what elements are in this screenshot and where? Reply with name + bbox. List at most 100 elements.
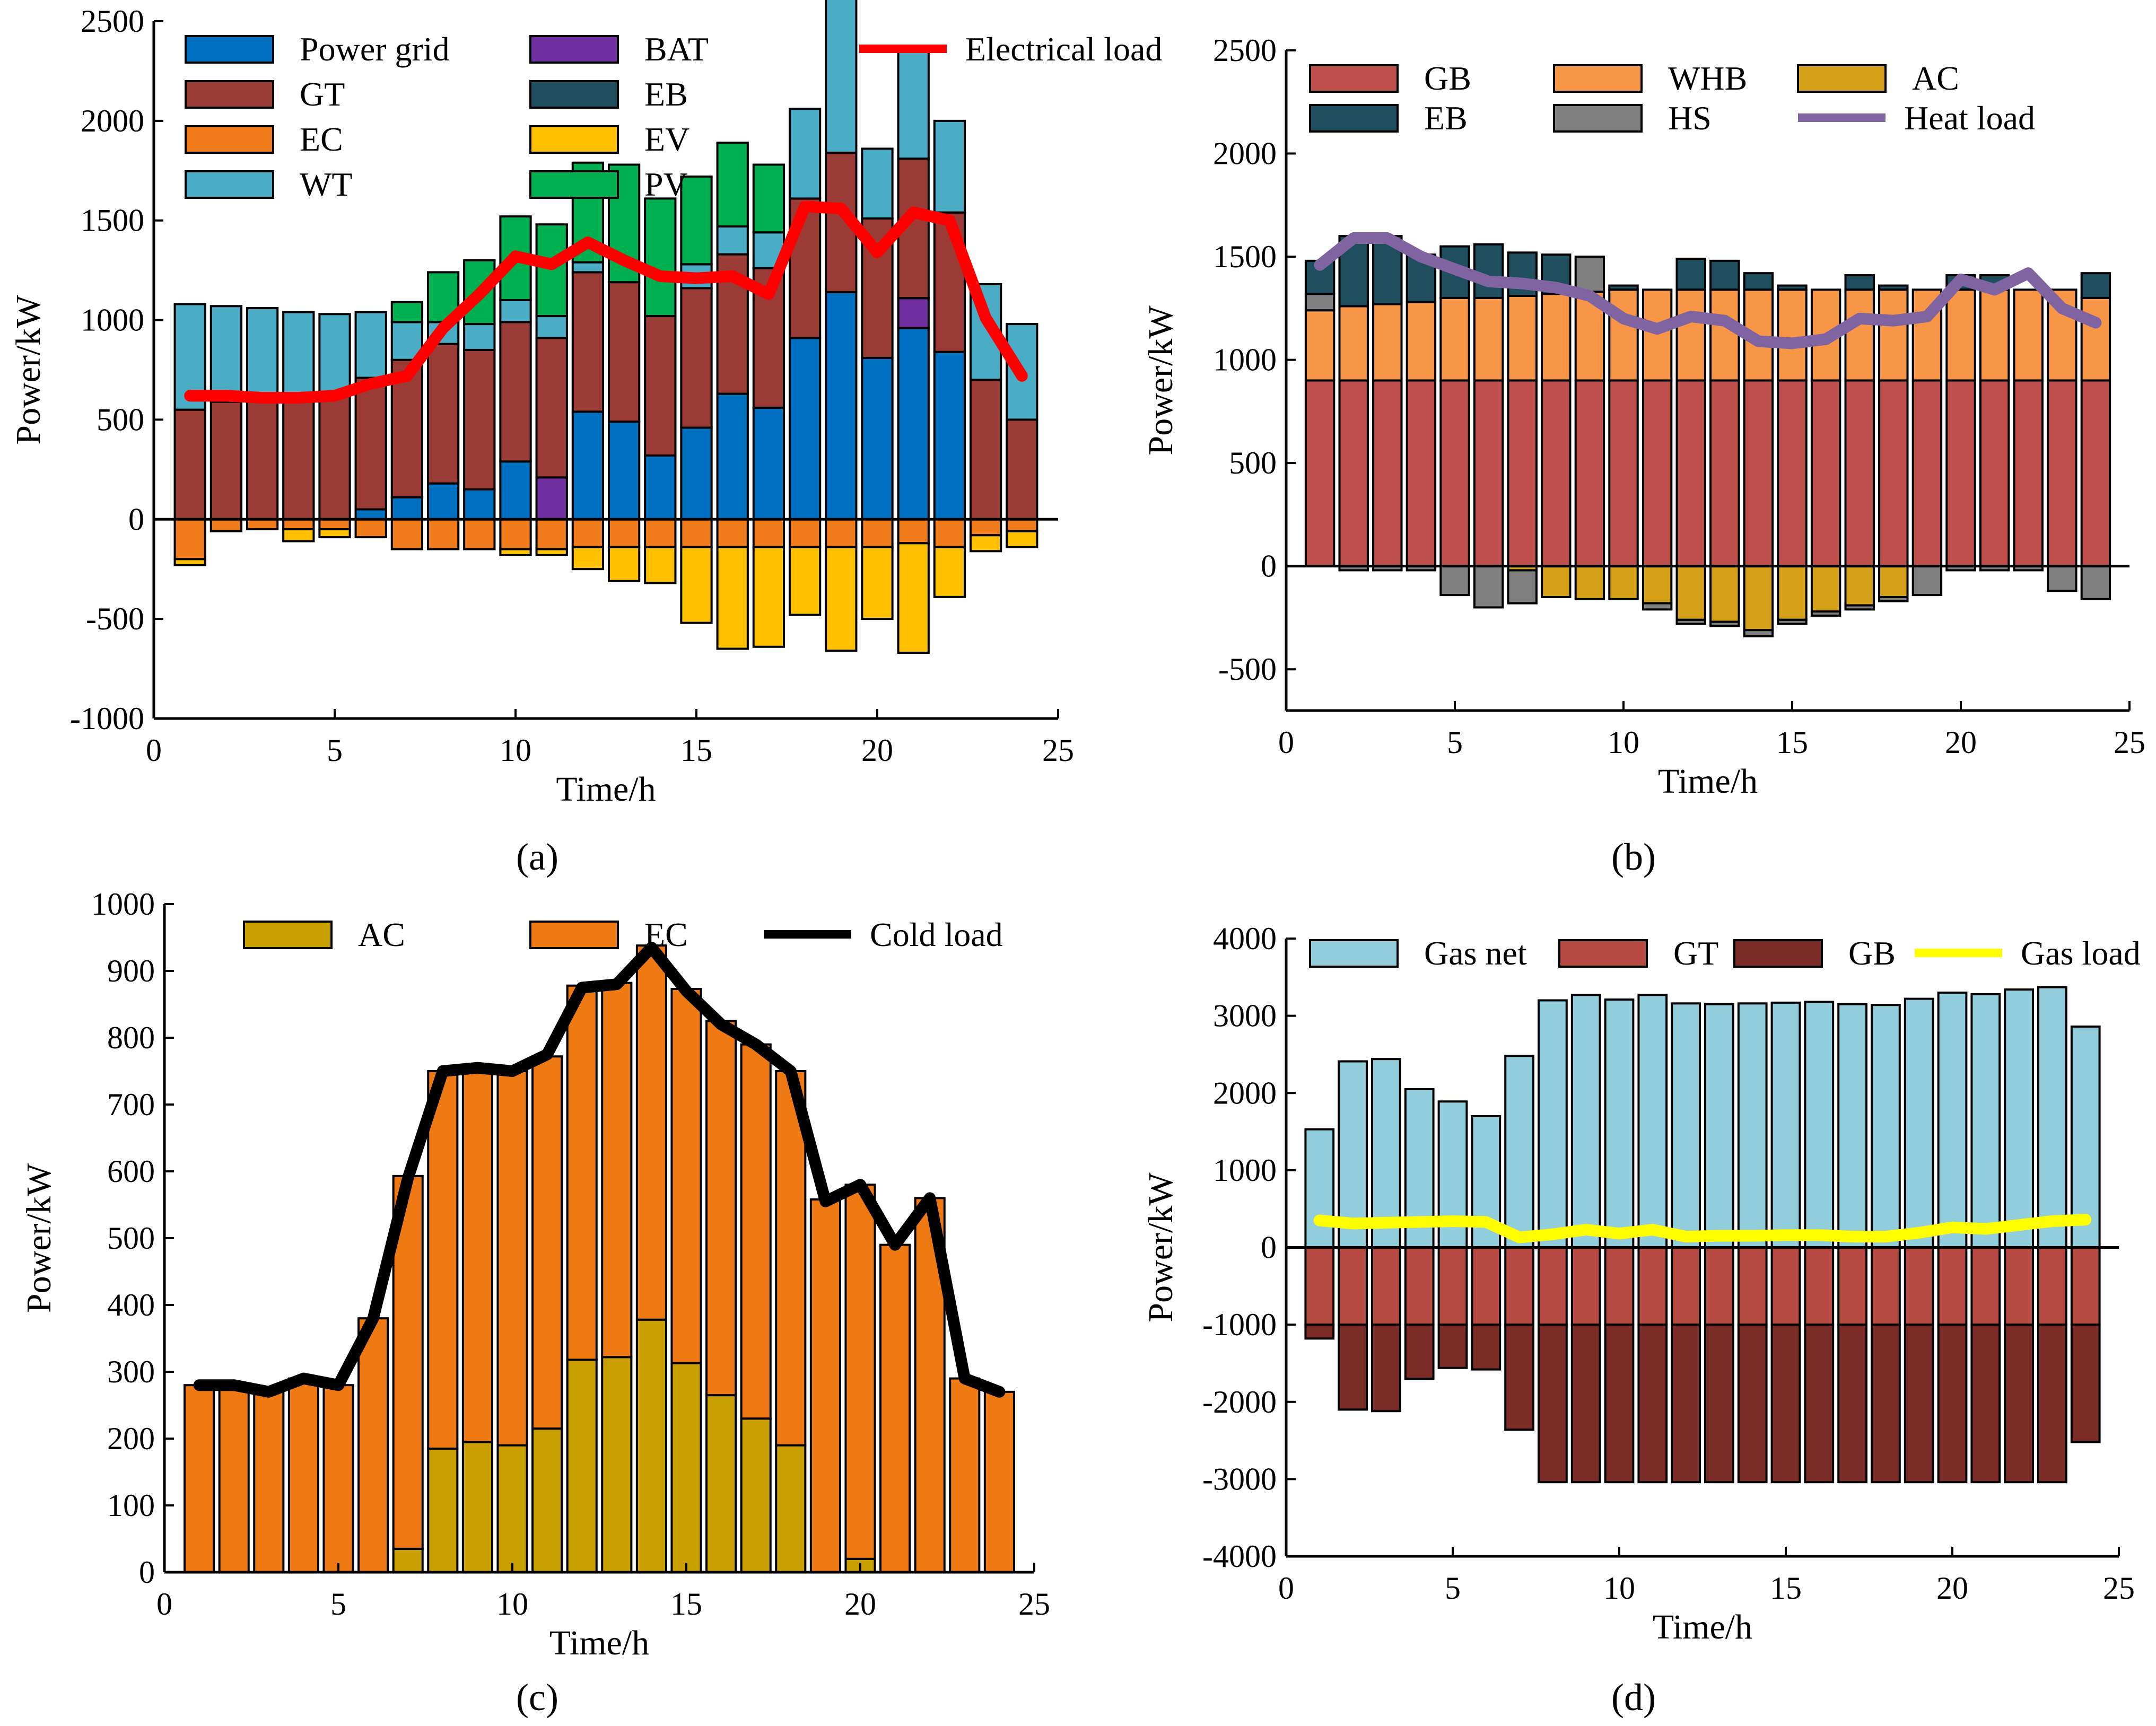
chart-b-bar-whb-5 [1439,296,1470,382]
chart-a-bar-ec-7 [390,518,424,550]
chart-a-legend-swatch-power-grid [185,35,274,64]
chart-a-bar-wt-16 [716,225,749,256]
chart-b-bar-ac-14 [1743,565,1774,632]
chart-b-bar-hs-5 [1439,565,1470,597]
chart-d-bar-gb-10 [1604,1324,1635,1484]
chart-d-y-tick-label: -2000 [1202,1385,1277,1420]
chart-a-legend-label-bat: BAT [644,30,709,68]
chart-a-bar-power-grid-21 [897,327,930,521]
chart-a-bar-ec-8 [426,518,460,550]
chart-d-bar-gt-23 [2037,1246,2067,1326]
chart-a-bar-power-grid-14 [644,454,677,521]
chart-d-bar-gt-15 [1770,1246,1801,1326]
chart-c-bar-ec-24 [983,1390,1015,1574]
chart-b-bar-eb-12 [1675,257,1706,291]
chart-a-bar-power-grid-18 [788,337,822,521]
chart-c-bar-ec-14 [635,944,667,1321]
chart-a-bars [173,0,1038,654]
chart-b-legend-swatch-whb [1553,64,1643,93]
chart-a-legend-label-electrical-load: Electrical load [965,30,1162,68]
chart-b-bar-hs-17 [1844,604,1875,611]
chart-b-bar-hs-15 [1777,618,1808,625]
chart-d-bar-gas-net-1 [1304,1128,1335,1249]
chart-d-bar-gb-8 [1538,1324,1568,1484]
chart-d-y-tick-label: 4000 [1213,921,1277,956]
chart-b-bar-gb-19 [1911,379,1943,567]
chart-b-bar-ac-11 [1642,565,1673,604]
chart-b-bar-whb-1 [1304,309,1336,382]
chart-a-bar-power-grid-16 [716,392,749,521]
chart-c-y-tick-label: 700 [107,1087,155,1122]
chart-c-y-tick-label: 100 [107,1488,155,1523]
chart-b-bar-eb-24 [2080,272,2111,299]
chart-d-bar-gas-net-13 [1704,1003,1734,1249]
chart-b-bar-gb-8 [1541,379,1572,567]
chart-c-bar-ec-19 [809,1198,841,1573]
chart-d-y-tick-label: 0 [1261,1230,1277,1265]
chart-c-bar-ec-3 [253,1390,285,1574]
chart-a-bar-wt-21 [897,48,930,160]
chart-b-y-tick-label: -500 [1218,652,1277,687]
chart-b-bar-hs-6 [1473,565,1504,609]
chart-a-bar-ev-17 [752,546,785,648]
chart-a-bar-wt-2 [210,305,243,403]
chart-d-bar-gb-9 [1570,1324,1601,1484]
chart-a-bar-gt-14 [644,315,677,457]
chart-d-bar-gas-net-17 [1837,1003,1867,1249]
chart-b-bar-hs-9 [1574,256,1605,293]
chart-b-bar-hs-11 [1642,602,1673,611]
panel-label-d: (d) [1611,1676,1656,1719]
chart-d-bar-gb-5 [1437,1324,1468,1369]
chart-b-bar-gb-11 [1642,379,1673,567]
chart-d-bar-gb-19 [1904,1324,1934,1484]
chart-c-bar-ac-15 [670,1362,702,1574]
chart-c-bar-ec-16 [705,1020,737,1397]
chart-a-y-tick-label: 2500 [81,4,144,39]
chart-d-bar-gas-net-12 [1671,1002,1701,1249]
chart-a-bar-ec-17 [752,518,785,548]
chart-a-y-tick-label: 0 [128,502,144,537]
chart-b-bar-hs-14 [1743,629,1774,637]
chart-c-legend-label-ac: AC [358,916,405,953]
chart-a-bar-gt-23 [969,379,1002,521]
chart-a-bar-wt-4 [282,311,315,395]
chart-a-bar-gt-13 [607,281,641,423]
chart-a-bar-gt-2 [210,400,243,521]
chart-d-bar-gt-7 [1504,1246,1534,1326]
chart-b-bar-gb-21 [1979,379,2010,567]
chart-b-bar-whb-18 [1878,288,1909,382]
chart-b-bar-hs-16 [1810,610,1841,617]
chart-a-legend-label-power-grid: Power grid [300,30,450,68]
chart-a-bar-gt-8 [426,343,460,485]
chart-b-bar-gb-13 [1709,379,1740,567]
chart-d-bar-gb-4 [1404,1324,1435,1380]
chart-a-bar-ev-22 [933,546,966,598]
chart-d-x-tick-label: 0 [1278,1571,1294,1606]
chart-a-bar-power-grid-8 [426,482,460,521]
chart-d-legend: Gas net GT GB Gas load [1309,934,2141,972]
chart-d-bar-gt-8 [1538,1246,1568,1326]
chart-d-bar-gas-net-2 [1338,1060,1368,1249]
chart-a-bar-power-grid-22 [933,351,966,521]
chart-c-bar-ec-20 [844,1184,876,1560]
chart-b-y-tick-label: 1000 [1213,343,1277,378]
chart-b-bar-eb-2 [1338,235,1369,308]
chart-d-x-tick-label: 5 [1445,1571,1461,1606]
chart-c-legend-label-ec: EC [644,916,688,953]
chart-d-bar-gt-9 [1570,1246,1601,1326]
chart-a-legend-swatch-bat [529,35,619,64]
chart-a-x-tick-label: 15 [680,733,712,768]
chart-d-bar-gt-16 [1804,1246,1835,1326]
chart-b-bar-whb-24 [2080,296,2111,382]
chart-d-bar-gas-net-11 [1637,994,1668,1249]
chart-b-bar-gb-24 [2080,379,2111,567]
chart-b-bar-gb-15 [1777,379,1808,567]
chart-d-bar-gb-20 [1937,1324,1968,1484]
chart-d-bar-gt-24 [2070,1246,2101,1326]
chart-d-bar-gt-2 [1338,1246,1368,1326]
chart-d-xlabel: Time/h [1653,1608,1752,1646]
chart-d-y-tick-label: -4000 [1202,1539,1277,1574]
chart-b-bar-gb-14 [1743,379,1774,567]
panel-label-a: (a) [516,836,558,878]
